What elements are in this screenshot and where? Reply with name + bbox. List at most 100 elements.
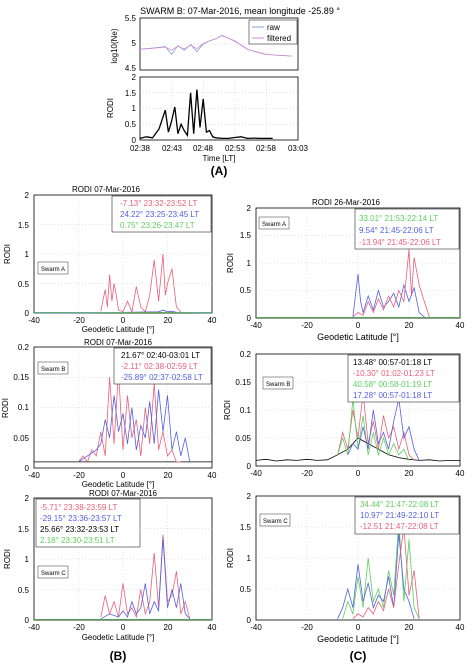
x-tick-label: -20 <box>301 321 313 330</box>
x-tick-label: 02:53 <box>225 144 246 153</box>
y-tick-label: 1 <box>25 555 30 564</box>
y-tick-label: 0.15 <box>13 373 29 382</box>
legend: raw filtered <box>248 19 298 45</box>
y-tick-label: 5.5 <box>125 14 137 23</box>
series-line <box>100 537 191 620</box>
y-tick-label: 0 <box>25 616 30 625</box>
x-axis-label: Geodetic Latitude [°] <box>317 332 399 342</box>
panel-b3-title: RODI 07-Mar-2016 <box>89 489 158 498</box>
panel-c3: 2 1.5 1 0.5 0 RODI Swarm C 34.44° 21:47-… <box>226 492 465 663</box>
x-tick-label: 20 <box>405 321 414 330</box>
x-tick-label: 02:48 <box>193 144 214 153</box>
y-axis-label: log10(Ne) <box>110 28 119 63</box>
x-tick-label: -20 <box>73 316 85 325</box>
y-tick-label: 2 <box>132 73 137 82</box>
legend-label: filtered <box>267 34 291 43</box>
series-line <box>352 526 420 620</box>
legend-box <box>248 19 298 45</box>
chart-b3-marks <box>34 498 212 620</box>
legend-label: 34.44° 21:47-22:08 LT <box>360 500 439 509</box>
y-tick-label: 0 <box>132 136 137 145</box>
x-tick-label: 0 <box>356 469 361 478</box>
series-line <box>78 389 191 463</box>
x-tick-label: 20 <box>405 623 414 632</box>
x-tick-label: 20 <box>405 469 414 478</box>
x-axis-label: Geodetic Latitude [°] <box>82 480 155 489</box>
panel-label-b: (B) <box>110 649 127 663</box>
x-tick-label: -40 <box>28 471 40 480</box>
annotation-label: Swarm C <box>41 571 66 577</box>
y-tick-label: 1.5 <box>240 231 252 240</box>
annotation-box <box>37 565 69 579</box>
series-line <box>337 533 415 619</box>
annotation-box <box>37 361 69 375</box>
legend-box <box>111 195 212 233</box>
annotation-label: Swarm C <box>263 519 288 525</box>
legend-label: -10.30° 01:02-01:23 LT <box>353 369 435 378</box>
panel-label-a: (A) <box>211 164 228 178</box>
y-tick-label: 0.5 <box>125 120 137 129</box>
legend: -7.13° 23:32-23:52 LT 24.22° 23:25-23:45… <box>111 195 212 233</box>
y-tick-label: 0.1 <box>240 406 252 415</box>
y-axis-label: RODI <box>1 398 10 418</box>
y-axis-label: RODI <box>3 549 12 569</box>
legend-label: 24.22° 23:25-23:45 LT <box>120 210 199 219</box>
legend-label: 13.48° 00:57-01:18 LT <box>353 358 432 367</box>
x-tick-label: -40 <box>28 623 40 632</box>
annotation-label: Swarm B <box>266 382 290 388</box>
y-tick-label: 4.5 <box>125 64 137 73</box>
legend-label: 10.97° 21:49-22:10 LT <box>360 511 439 520</box>
x-tick-label: -40 <box>250 469 262 478</box>
panel-c2: 0.2 0.15 0.1 0.05 0 RODI Swarm B 13.48° … <box>223 350 465 478</box>
series-line <box>139 35 292 57</box>
chart-a-top-marks <box>139 34 298 57</box>
annotation-box <box>262 376 294 390</box>
y-tick-label: 0.1 <box>18 403 30 412</box>
x-tick-label: 20 <box>164 316 173 325</box>
legend-label: -13.94° 21:45-22:06 LT <box>359 238 441 247</box>
x-axis-label: Geodetic Latitude [°] <box>82 325 155 334</box>
annotation-label: Swarm A <box>41 267 65 273</box>
series-line <box>352 249 430 318</box>
legend-label: -29.15° 23:36-23:57 LT <box>40 514 122 523</box>
y-tick-label: 0.5 <box>240 585 252 594</box>
legend-box <box>354 208 460 250</box>
y-tick-label: 1.5 <box>125 89 137 98</box>
panel-c1-title: RODI 26-Mar-2016 <box>312 198 381 207</box>
x-tick-label: 40 <box>456 321 465 330</box>
legend-label: -2.11° 02:38-02:59 LT <box>121 362 198 371</box>
series-line <box>342 520 420 619</box>
legend-box <box>113 347 212 385</box>
legend-label: 33.01° 21:53-22:14 LT <box>359 214 438 223</box>
y-tick-label: 1 <box>132 104 137 113</box>
chart-b1-marks <box>34 195 213 314</box>
chart-a-bottom-marks <box>139 77 298 140</box>
x-tick-label: -40 <box>28 316 40 325</box>
y-axis-label: RODI <box>223 400 232 420</box>
x-tick-label: 40 <box>208 471 217 480</box>
x-tick-label: 20 <box>164 623 173 632</box>
y-tick-label: 0 <box>247 314 252 323</box>
annotation-box <box>259 513 291 527</box>
legend-box <box>35 498 141 548</box>
y-tick-label: 1 <box>247 259 252 268</box>
series-line <box>347 398 420 461</box>
panel-b1-title: RODI 07-Mar-2016 <box>72 185 141 194</box>
legend-label: -7.13° 23:32-23:52 LT <box>120 199 197 208</box>
y-tick-label: 2 <box>247 204 252 213</box>
x-axis-label: Geodetic Latitude [°] <box>82 633 155 642</box>
y-tick-label: 2 <box>247 492 252 501</box>
x-tick-label: -20 <box>73 471 85 480</box>
x-tick-label: -20 <box>73 623 85 632</box>
y-tick-label: 0 <box>247 462 252 471</box>
legend-label: 17.28° 00:57-01:18 LT <box>353 391 432 400</box>
legend: 34.44° 21:47-22:08 LT 10.97° 21:49-22:10… <box>354 496 460 535</box>
y-tick-label: 1.5 <box>240 523 252 532</box>
y-tick-label: 0.5 <box>18 586 30 595</box>
annotation-label: Swarm A <box>262 222 286 228</box>
y-tick-label: 0.5 <box>18 280 30 289</box>
panel-b3: RODI 07-Mar-2016 2 1.5 1 0.5 0 RODI Swar… <box>3 489 217 663</box>
x-tick-label: 02:58 <box>256 144 277 153</box>
panel-a-bottom: 2 1.5 1 0.5 0 RODI 02:38 02:43 02:48 02:… <box>106 73 309 178</box>
